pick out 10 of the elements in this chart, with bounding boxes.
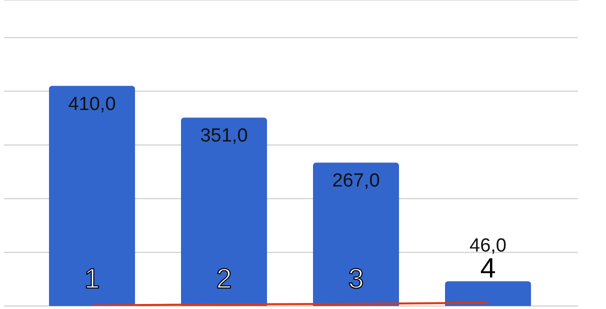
x-tick-label: 2 bbox=[216, 263, 232, 294]
data-label: 410,0 bbox=[68, 94, 116, 115]
bar bbox=[445, 281, 531, 306]
bar bbox=[49, 86, 135, 306]
bar bbox=[181, 118, 267, 306]
x-tick-label: 1 bbox=[84, 263, 100, 294]
x-tick-label: 3 bbox=[348, 263, 364, 294]
bar bbox=[313, 162, 399, 306]
data-label: 267,0 bbox=[332, 170, 380, 192]
data-label: 351,0 bbox=[200, 126, 248, 147]
